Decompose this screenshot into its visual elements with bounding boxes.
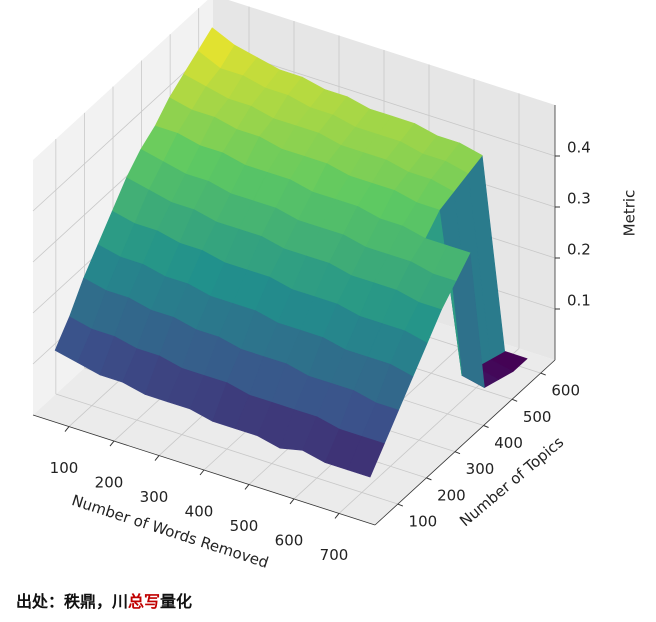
x-tick: [154, 455, 160, 461]
y-tick: [454, 451, 461, 455]
x-tick: [334, 513, 340, 519]
x-tick: [64, 426, 70, 432]
grid-line: [55, 393, 398, 505]
surface: [54, 27, 528, 478]
z-tick-label: 0.1: [567, 292, 591, 310]
axis-line: [32, 414, 376, 526]
y-tick-label: 300: [466, 460, 495, 478]
z-tick-label: 0.2: [567, 241, 591, 259]
y-tick-label: 600: [551, 382, 580, 400]
x-tick-label: 300: [140, 488, 169, 506]
x-tick-label: 400: [185, 503, 214, 521]
y-tick-label: 200: [437, 486, 466, 504]
x-tick: [199, 469, 205, 476]
y-tick: [397, 503, 404, 507]
x-tick-label: 700: [320, 546, 349, 564]
axis-line: [374, 359, 556, 526]
x-tick-label: 500: [230, 517, 259, 535]
source-highlight: 总写: [128, 594, 161, 611]
z-axis-label: Metric: [621, 190, 639, 237]
x-tick-label: 100: [50, 459, 79, 477]
x-tick: [244, 484, 250, 490]
y-tick: [540, 372, 546, 376]
surface-patch: [347, 436, 385, 478]
y-tick: [483, 425, 489, 428]
z-tick-label: 0.3: [567, 190, 591, 208]
z-tick-label: 0.4: [567, 139, 591, 157]
y-tick: [426, 477, 432, 481]
x-tick-label: 200: [95, 474, 124, 492]
x-tick-label: 600: [275, 531, 304, 549]
grid-line: [32, 45, 214, 212]
y-tick-label: 400: [494, 434, 523, 452]
source-note: 出处：秩鼎，川总写量化: [16, 588, 192, 612]
chart: 1002003004005006007001002003004005006000…: [32, 0, 639, 572]
y-tick: [511, 398, 518, 402]
x-tick: [109, 440, 115, 447]
y-tick-label: 500: [523, 408, 552, 426]
source-suffix: 量化: [160, 594, 193, 611]
y-tick-label: 100: [409, 513, 438, 531]
x-tick: [289, 498, 295, 505]
source-prefix: 出处：秩鼎，川: [16, 594, 129, 611]
